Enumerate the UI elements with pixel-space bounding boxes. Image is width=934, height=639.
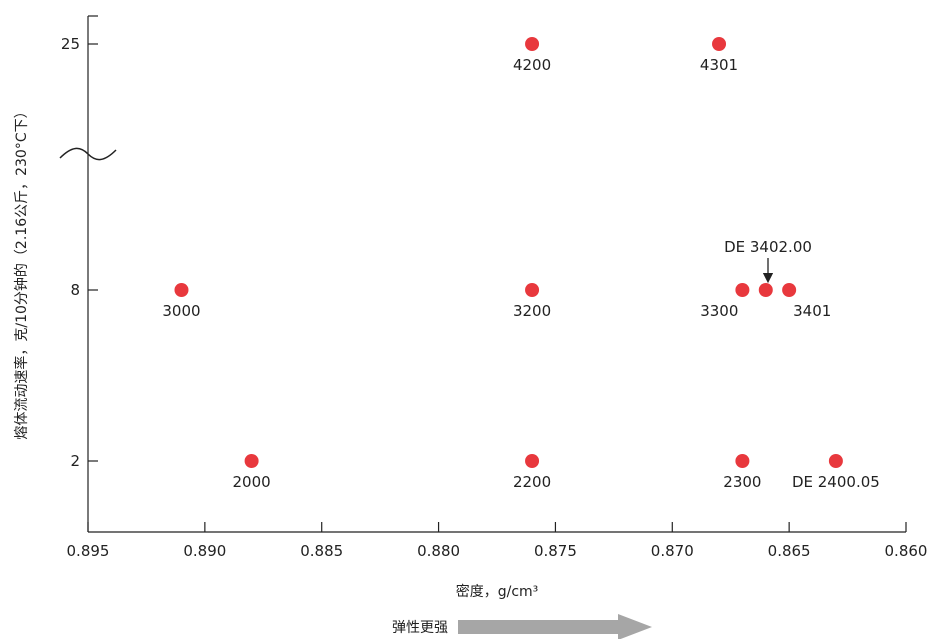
point-label: 2300 bbox=[723, 473, 761, 491]
point-labels: 3000 3200 3300 3401 2000 2200 2300 DE 2400.05 42… bbox=[162, 56, 879, 491]
point-label: 3300 bbox=[700, 302, 738, 320]
axis-break bbox=[59, 147, 117, 161]
x-tick-label: 0.880 bbox=[417, 542, 460, 560]
x-tick-label: 0.875 bbox=[534, 542, 577, 560]
data-points bbox=[174, 37, 843, 468]
point-label: 2200 bbox=[513, 473, 551, 491]
data-point bbox=[244, 454, 259, 468]
data-point bbox=[712, 37, 727, 51]
point-label: DE 2400.05 bbox=[792, 473, 880, 491]
data-point bbox=[828, 454, 843, 468]
x-axis-title: 密度，g/cm³ bbox=[456, 583, 539, 600]
x-tick-label: 0.870 bbox=[651, 542, 694, 560]
data-point bbox=[174, 283, 189, 297]
y-axis-title: 熔体流动速率，克/10分钟的（2.16公斤，230°C下） bbox=[13, 104, 30, 439]
x-tick-label: 0.890 bbox=[183, 542, 226, 560]
data-point bbox=[782, 283, 797, 297]
point-label: 3401 bbox=[793, 302, 831, 320]
x-tick-label: 0.865 bbox=[768, 542, 811, 560]
data-point bbox=[525, 37, 540, 51]
data-point bbox=[525, 454, 540, 468]
point-label: 4301 bbox=[700, 56, 738, 74]
y-ticks: 2 8 25 bbox=[61, 35, 98, 470]
y-tick-label: 25 bbox=[61, 35, 80, 53]
annotation-de3402: DE 3402.00 bbox=[724, 238, 812, 256]
data-point bbox=[525, 283, 540, 297]
elasticity-note: 弹性更强 bbox=[392, 620, 448, 636]
x-ticks: 0.895 0.890 0.885 0.880 0.875 0.870 0.865 0.860 bbox=[67, 522, 928, 560]
point-label: 4200 bbox=[513, 56, 551, 74]
point-label: 3200 bbox=[513, 302, 551, 320]
point-label: 3000 bbox=[162, 302, 200, 320]
data-point bbox=[735, 283, 750, 297]
data-point bbox=[735, 454, 750, 468]
y-tick-label: 2 bbox=[70, 452, 80, 470]
point-label: 2000 bbox=[233, 473, 271, 491]
x-tick-label: 0.860 bbox=[885, 542, 928, 560]
data-point bbox=[758, 283, 773, 297]
y-tick-label: 8 bbox=[70, 281, 80, 299]
x-tick-label: 0.885 bbox=[300, 542, 343, 560]
elasticity-arrow-icon bbox=[458, 614, 652, 639]
x-tick-label: 0.895 bbox=[67, 542, 110, 560]
